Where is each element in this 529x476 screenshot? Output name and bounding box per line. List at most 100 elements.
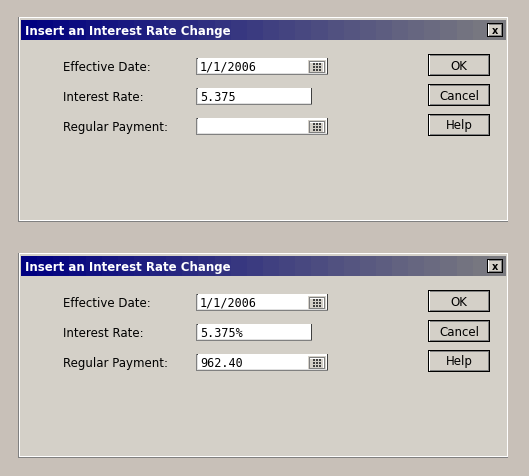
Bar [198,327,310,339]
Text: Cancel: Cancel [439,89,479,102]
Bar [279,257,296,277]
Bar [20,19,507,220]
Bar [313,64,315,66]
Bar [183,257,199,277]
Bar [327,257,344,277]
Text: x: x [492,26,498,36]
Bar [197,294,328,310]
Bar [316,64,318,66]
Bar [197,325,311,340]
Bar [86,257,102,277]
Bar [313,299,315,301]
Bar [198,89,311,104]
Bar [316,67,318,69]
Text: OK: OK [451,295,468,308]
Bar [231,21,248,41]
Bar [488,260,502,272]
Bar [408,257,425,277]
Bar [86,21,102,41]
Bar [316,70,318,71]
Bar [166,21,183,41]
Bar [313,70,315,71]
Text: Regular Payment:: Regular Payment: [63,356,168,369]
Bar [430,56,489,76]
Bar [408,21,425,41]
Bar [310,124,323,133]
Bar [102,21,118,41]
Bar [134,21,151,41]
Bar [198,354,327,369]
Bar [430,86,489,106]
Bar [310,123,324,133]
Bar [316,130,318,131]
Bar [198,21,215,41]
Bar [310,358,324,368]
Bar [428,350,490,372]
Bar [319,67,321,69]
Bar [489,25,502,37]
Bar [150,21,167,41]
Bar [215,21,231,41]
Bar [308,61,326,74]
Bar [316,306,318,307]
Bar [197,354,328,370]
Bar [424,21,441,41]
Bar [319,363,321,364]
Bar [21,21,38,41]
Text: 1/1/2006: 1/1/2006 [200,297,257,309]
Bar [308,356,326,369]
Bar [102,257,118,277]
Bar [69,257,86,277]
Bar [313,366,315,367]
Bar [316,366,318,367]
Bar [215,257,231,277]
Bar [197,324,312,340]
Bar [313,67,315,69]
Bar [489,21,506,41]
Bar [319,130,321,131]
Bar [197,119,328,135]
Bar [360,21,377,41]
Bar [247,21,263,41]
Bar [488,25,502,37]
Bar [489,260,502,272]
Bar [430,351,489,371]
Bar [198,327,310,339]
Bar [197,355,327,370]
Text: Insert an Interest Rate Change: Insert an Interest Rate Change [25,24,231,38]
Bar [309,122,325,134]
Bar [487,259,503,273]
Bar [118,257,134,277]
Bar [428,55,490,77]
Bar [441,257,457,277]
Bar [313,303,315,304]
Bar [457,257,473,277]
Text: Interest Rate:: Interest Rate: [63,91,144,104]
Bar [429,56,489,76]
Bar [310,299,323,308]
Bar [457,21,473,41]
Bar [310,298,324,308]
Bar [310,64,323,73]
Bar [196,324,312,341]
Bar [430,322,488,340]
Bar [392,21,409,41]
Text: 962.40: 962.40 [200,356,243,369]
Bar [316,363,318,364]
Bar [263,257,280,277]
Bar [319,366,321,367]
Bar [473,257,489,277]
Bar [344,21,360,41]
Bar [197,120,327,135]
Bar [430,352,488,370]
Bar [295,21,312,41]
Bar [312,257,328,277]
Text: OK: OK [451,60,468,72]
Bar [319,306,321,307]
Bar [319,299,321,301]
Bar [424,257,441,277]
Bar [198,61,326,74]
Text: Cancel: Cancel [439,325,479,338]
Bar [196,119,328,136]
Bar [376,21,393,41]
